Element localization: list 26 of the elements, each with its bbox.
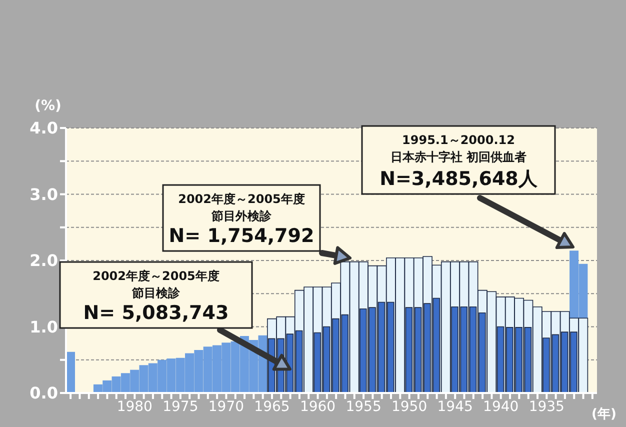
x-tick-label: 1935: [528, 398, 564, 415]
x-tick-label: 1980: [116, 398, 152, 415]
annotation: N=3,485,648人: [380, 168, 538, 190]
x-tick-label: 1945: [437, 398, 473, 415]
x-tick-label: 1950: [392, 398, 428, 415]
x-axis-title: (年): [592, 407, 616, 422]
annotation: 1995.1～2000.12: [402, 133, 515, 147]
y-tick-label: 2.0: [30, 251, 58, 270]
y-tick-label: 1.0: [30, 317, 58, 336]
y-tick-label: 4.0: [30, 118, 58, 138]
annotation: 節目検診: [131, 286, 181, 300]
x-tick-label: 1960: [300, 398, 336, 415]
x-tick-label: 1965: [254, 398, 290, 415]
annotation: 2002年度～2005年度: [92, 269, 220, 283]
annotation: N= 5,083,743: [83, 302, 229, 324]
x-tick-label: 1940: [483, 398, 519, 415]
x-tick-label: 1970: [208, 398, 244, 415]
x-tick-label: 1955: [346, 398, 382, 415]
annotation: 2002年度～2005年度: [178, 192, 305, 206]
y-axis-title: (%): [34, 98, 62, 114]
annotation: 日本赤十字社 初回供血者: [390, 150, 527, 164]
y-tick-label: 0.0: [30, 384, 58, 403]
x-tick-label: 1975: [162, 398, 198, 415]
annotation: N= 1,754,792: [168, 225, 314, 247]
y-tick-label: 3.0: [30, 184, 58, 204]
annotation: 節目外検診: [210, 209, 272, 223]
